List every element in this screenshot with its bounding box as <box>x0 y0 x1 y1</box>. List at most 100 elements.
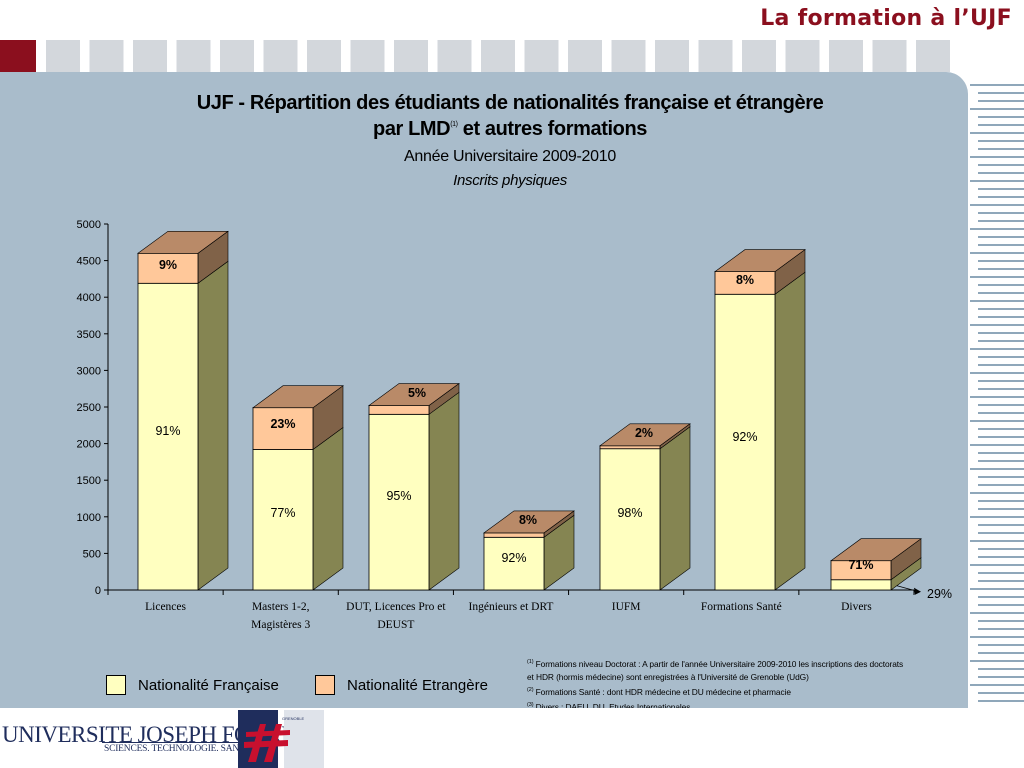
data-label-francaise: 29% <box>927 587 952 601</box>
decorative-line <box>978 332 1024 334</box>
strip-block <box>176 40 211 72</box>
y-tick-label: 3000 <box>77 365 101 377</box>
y-tick-label: 0 <box>95 585 101 597</box>
strip-block <box>437 40 472 72</box>
x-category-label: Ingénieurs et DRT <box>469 601 554 613</box>
decorative-line <box>978 644 1024 646</box>
decorative-line <box>978 500 1024 502</box>
x-category-label: Divers <box>841 601 872 613</box>
data-label-francaise: 95% <box>386 489 411 503</box>
footnote-line: (2) Formations Santé : dont HDR médecine… <box>527 684 957 699</box>
bar-francaise <box>599 448 661 591</box>
x-category-label: Licences <box>145 601 186 613</box>
bar-top <box>599 423 691 447</box>
decorative-line <box>978 700 1024 702</box>
decorative-line <box>978 284 1024 286</box>
bar-side-francaise <box>774 271 806 591</box>
decorative-line <box>978 356 1024 358</box>
legend-item-etrangere: Nationalité Etrangère <box>315 675 488 695</box>
strip-block <box>655 40 689 72</box>
bar-side-francaise <box>428 391 460 591</box>
strip-block <box>481 40 515 72</box>
logo-grey-block <box>284 710 324 768</box>
y-tick-label: 5000 <box>77 219 101 231</box>
bar-side-francaise <box>659 426 691 591</box>
decorative-line <box>970 348 1024 350</box>
data-label-etrangere: 2% <box>635 426 653 440</box>
bar-francaise <box>830 579 892 591</box>
bar-etrangere <box>483 532 545 538</box>
decorative-line <box>970 180 1024 182</box>
strip-block <box>916 40 950 72</box>
data-label-francaise: 92% <box>732 430 757 444</box>
strip-block <box>307 40 341 72</box>
x-category-label: Masters 1-2, <box>252 601 310 613</box>
data-label-etrangere: 5% <box>408 386 426 400</box>
legend-swatch-francaise <box>106 675 126 695</box>
data-label-etrangere: 8% <box>519 513 537 527</box>
decorative-line <box>978 692 1024 694</box>
bar-etrangere <box>252 407 314 450</box>
strip-block <box>524 40 559 72</box>
chart-subtitle-italic: Inscrits physiques <box>453 172 567 189</box>
legend-label-etrangere: Nationalité Etrangère <box>347 676 488 694</box>
decorative-line <box>978 580 1024 582</box>
decorative-line <box>978 100 1024 102</box>
x-category-label: IUFM <box>612 601 641 613</box>
decorative-line <box>970 84 1024 86</box>
decorative-line <box>978 604 1024 606</box>
bar-top <box>252 385 344 409</box>
bar-group <box>368 382 460 591</box>
y-tick-label: 2000 <box>77 439 101 451</box>
strip-block <box>742 40 776 72</box>
bar-top <box>368 383 460 406</box>
strip-block <box>220 40 254 72</box>
chart-title-line2: par LMD(1) et autres formations <box>140 116 880 142</box>
decorative-line <box>970 252 1024 254</box>
decorative-line <box>970 300 1024 302</box>
bar-francaise <box>252 449 314 591</box>
decorative-line <box>970 204 1024 206</box>
decorative-line <box>978 308 1024 310</box>
legend-label-francaise: Nationalité Française <box>138 676 279 694</box>
decorative-line <box>978 340 1024 342</box>
bar-group <box>252 385 344 591</box>
decorative-line <box>978 484 1024 486</box>
strip-block <box>263 40 298 72</box>
x-category-label: Formations Santé <box>701 601 782 613</box>
decorative-line <box>978 124 1024 126</box>
decorative-line <box>978 628 1024 630</box>
footnote-text: Formations niveau Doctorat : A partir de… <box>533 659 904 669</box>
decorative-line <box>970 660 1024 662</box>
strip-block <box>568 40 602 72</box>
decorative-line <box>978 116 1024 118</box>
strip-block <box>611 40 646 72</box>
decorative-line <box>978 596 1024 598</box>
decorative-line <box>978 196 1024 198</box>
footnotes: (1) Formations niveau Doctorat : A parti… <box>527 656 957 714</box>
decorative-line <box>978 172 1024 174</box>
decorative-line <box>970 564 1024 566</box>
strip-block <box>785 40 820 72</box>
bar-side-francaise <box>312 426 344 591</box>
decorative-line <box>978 652 1024 654</box>
data-label-francaise: 77% <box>270 506 295 520</box>
decorative-line <box>978 164 1024 166</box>
x-category-label: DEUST <box>377 619 414 631</box>
decorative-line <box>978 436 1024 438</box>
bar-top <box>483 510 575 534</box>
y-tick-label: 4000 <box>77 292 101 304</box>
bar-etrangere <box>137 252 199 284</box>
bar-etrangere <box>368 405 430 415</box>
decorative-line <box>978 572 1024 574</box>
decorative-line <box>978 364 1024 366</box>
strip-block <box>394 40 428 72</box>
strip-block <box>698 40 733 72</box>
decorative-line <box>978 524 1024 526</box>
footnote-marker: (1) <box>527 659 534 665</box>
decorative-line <box>970 540 1024 542</box>
y-tick-label: 500 <box>83 548 101 560</box>
chart-subtitle: Année Universitaire 2009-2010 <box>404 148 616 165</box>
footer <box>0 708 1024 768</box>
decorative-line <box>978 404 1024 406</box>
